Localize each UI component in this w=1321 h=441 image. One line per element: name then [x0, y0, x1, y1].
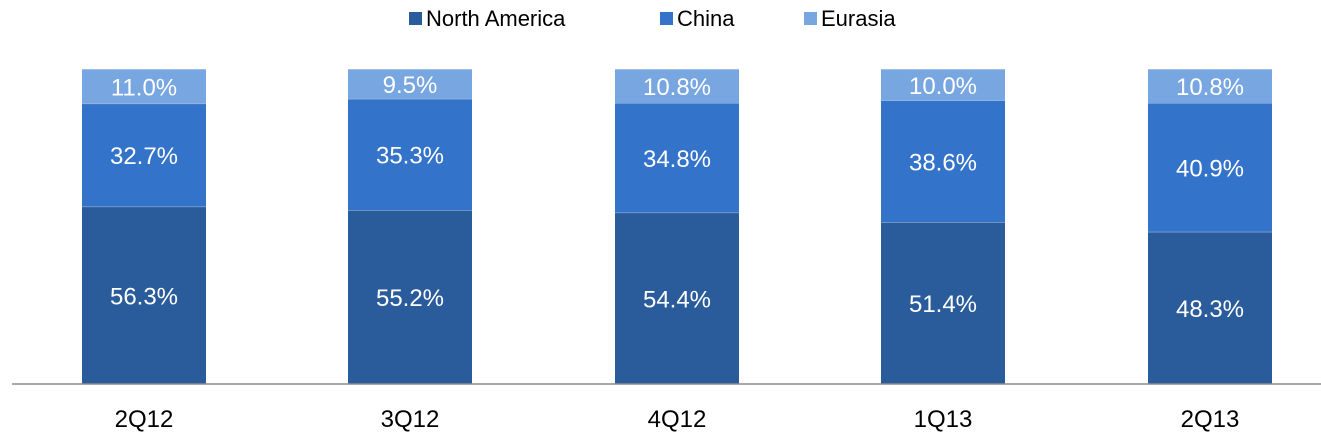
data-label-north-america-3q12: 55.2%: [376, 285, 444, 312]
x-tick-label-2q12: 2Q12: [115, 406, 174, 433]
data-label-eurasia-2q13: 10.8%: [1176, 74, 1244, 101]
data-label-north-america-2q12: 56.3%: [110, 283, 178, 310]
data-label-china-2q13: 40.9%: [1176, 155, 1244, 182]
bar-segment-eurasia-2q13: [1148, 69, 1272, 104]
legend-label-eurasia: Eurasia: [821, 6, 896, 31]
data-label-eurasia-3q12: 9.5%: [383, 72, 438, 99]
bar-segment-north-america-1q13: [881, 222, 1005, 384]
bar-segment-north-america-3q12: [348, 210, 472, 384]
bar-segment-eurasia-2q12: [82, 69, 206, 104]
bar-segment-eurasia-1q13: [881, 69, 1005, 101]
data-label-china-4q12: 34.8%: [643, 146, 711, 173]
legend-swatch-north-america: [409, 12, 422, 25]
bar-segment-china-2q12: [82, 103, 206, 207]
bar-group-4q12: 54.4% 34.8% 10.8%: [615, 68, 739, 384]
x-axis-labels: 2Q12 3Q12 4Q12 1Q13 2Q13: [115, 406, 1240, 433]
bar-group-2q13: 48.3% 40.9% 10.8%: [1148, 68, 1272, 384]
bar-segment-north-america-2q13: [1148, 231, 1272, 384]
bar-group-3q12: 55.2% 35.3% 9.5%: [348, 68, 472, 384]
legend: North America China Eurasia: [409, 6, 896, 31]
x-tick-label-1q13: 1Q13: [914, 406, 973, 433]
data-label-eurasia-1q13: 10.0%: [909, 73, 977, 100]
plot-area: 56.3% 32.7% 11.0% 55.2% 35.3% 9.5% 54.4% 34.8% 1…: [82, 68, 1272, 384]
data-label-china-1q13: 38.6%: [909, 149, 977, 176]
bar-group-1q13: 51.4% 38.6% 10.0%: [881, 68, 1005, 384]
data-label-china-3q12: 35.3%: [376, 143, 444, 170]
bar-segment-eurasia-3q12: [348, 69, 472, 99]
data-label-eurasia-4q12: 10.8%: [643, 74, 711, 101]
x-tick-label-4q12: 4Q12: [648, 406, 707, 433]
legend-swatch-china: [660, 12, 673, 25]
bar-segment-north-america-4q12: [615, 212, 739, 384]
legend-label-china: China: [677, 6, 735, 31]
bar-segment-china-3q12: [348, 98, 472, 211]
data-label-north-america-1q13: 51.4%: [909, 291, 977, 318]
bar-segment-north-america-2q12: [82, 206, 206, 384]
x-tick-label-3q12: 3Q12: [381, 406, 440, 433]
data-label-north-america-2q13: 48.3%: [1176, 296, 1244, 323]
data-label-china-2q12: 32.7%: [110, 143, 178, 170]
data-label-eurasia-2q12: 11.0%: [111, 74, 177, 101]
bar-segment-china-4q12: [615, 103, 739, 213]
legend-label-north-america: North America: [426, 6, 566, 31]
bar-segment-china-2q13: [1148, 103, 1272, 232]
data-label-north-america-4q12: 54.4%: [643, 286, 711, 313]
legend-swatch-eurasia: [804, 12, 817, 25]
bar-group-2q12: 56.3% 32.7% 11.0%: [82, 68, 206, 384]
bar-segment-eurasia-4q12: [615, 69, 739, 104]
x-tick-label-2q13: 2Q13: [1181, 406, 1240, 433]
bar-segment-china-1q13: [881, 100, 1005, 223]
